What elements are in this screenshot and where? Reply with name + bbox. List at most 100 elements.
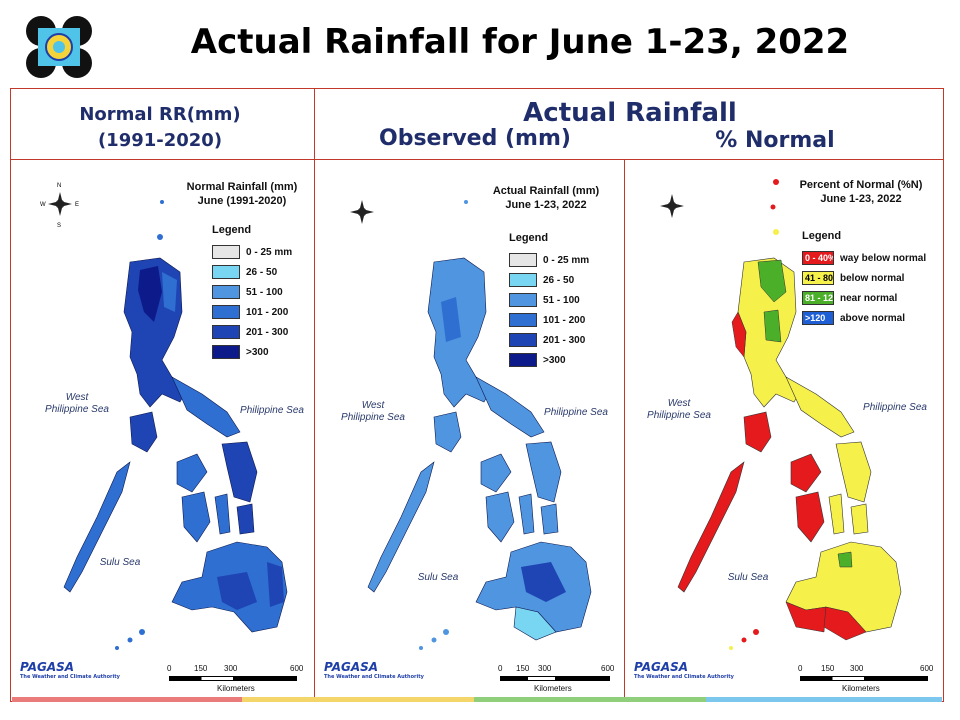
legend-swatch bbox=[212, 325, 240, 339]
legend-actual: Legend 0 - 25 mm 26 - 50 51 - 100 101 - 200… bbox=[509, 232, 589, 370]
pagasa-logo: PAGASA The Weather and Climate Authority bbox=[20, 660, 120, 680]
legend-label: 51 - 100 bbox=[543, 294, 580, 306]
legend-item: 41 - 80 below normal bbox=[802, 268, 926, 288]
legend-label: 0 - 25 mm bbox=[543, 254, 590, 266]
legend-label: near normal bbox=[840, 292, 898, 304]
map-title-line2: June 1-23, 2022 bbox=[820, 193, 902, 205]
sea-label-sulu: Sulu Sea bbox=[417, 572, 459, 583]
scale-bar-graphic bbox=[800, 676, 928, 681]
pagasa-logo: PAGASA The Weather and Climate Authority bbox=[634, 660, 734, 680]
sea-west-line2: Philippine Sea bbox=[341, 412, 405, 423]
map-title-actual: Actual Rainfall (mm) June 1-23, 2022 bbox=[476, 184, 616, 212]
legend-swatch bbox=[509, 313, 537, 327]
legend-label: 201 - 300 bbox=[543, 334, 586, 346]
legend-swatch: 0 - 40% bbox=[802, 251, 834, 265]
footer-stripe-yellow bbox=[242, 697, 474, 702]
sea-label-sulu: Sulu Sea bbox=[99, 557, 141, 568]
header-observed: Observed (mm) bbox=[379, 126, 571, 151]
legend-label: 26 - 50 bbox=[246, 266, 278, 278]
legend-title: Legend bbox=[802, 230, 842, 242]
brand-name: PAGASA bbox=[634, 660, 689, 674]
scale-bar-graphic bbox=[500, 676, 610, 681]
map-title-line2: June (1991-2020) bbox=[197, 195, 287, 207]
pagasa-logo: PAGASA The Weather and Climate Authority bbox=[324, 660, 424, 680]
map-title-line1: Percent of Normal (%N) bbox=[799, 179, 923, 191]
map-normal: N S E W bbox=[40, 183, 288, 650]
scale-tick: 0 bbox=[498, 664, 503, 673]
scale-unit: Kilometers bbox=[842, 684, 880, 693]
sea-label-west: West Philippine Sea bbox=[32, 392, 122, 416]
scale-tick: 600 bbox=[920, 664, 934, 673]
sea-west-line1: West bbox=[65, 392, 89, 403]
legend-label: 101 - 200 bbox=[543, 314, 586, 326]
compass-w: W bbox=[40, 202, 46, 208]
legend-item: 51 - 100 bbox=[212, 282, 292, 302]
slide-title: Actual Rainfall for June 1-23, 2022 bbox=[190, 22, 850, 62]
legend-swatch bbox=[212, 285, 240, 299]
dost-logo bbox=[24, 14, 94, 80]
legend-item: 201 - 300 bbox=[212, 322, 292, 342]
legend-swatch bbox=[212, 265, 240, 279]
legend-swatch bbox=[212, 245, 240, 259]
brand-tagline: The Weather and Climate Authority bbox=[324, 674, 424, 680]
legend-label: above normal bbox=[840, 312, 906, 324]
footer-stripe-red bbox=[12, 697, 242, 702]
map-percent bbox=[660, 179, 902, 650]
legend-item: 201 - 300 bbox=[509, 330, 589, 350]
legend-label: below normal bbox=[840, 272, 905, 284]
legend-swatch bbox=[212, 305, 240, 319]
scale-unit: Kilometers bbox=[534, 684, 572, 693]
sea-label-sulu: Sulu Sea bbox=[727, 572, 769, 583]
map-panel-percent: Percent of Normal (%N) June 1-23, 2022 L… bbox=[626, 162, 942, 702]
compass-icon bbox=[350, 200, 374, 224]
sea-west-line2: Philippine Sea bbox=[647, 410, 711, 421]
map-title-line1: Normal Rainfall (mm) bbox=[186, 181, 298, 193]
legend-label: 201 - 300 bbox=[246, 326, 289, 338]
sea-label-west: West Philippine Sea bbox=[328, 400, 418, 424]
sea-label-west: West Philippine Sea bbox=[634, 398, 724, 422]
scale-tick: 150 bbox=[516, 664, 530, 673]
legend-swatch bbox=[509, 353, 537, 367]
map-panel-actual: Actual Rainfall (mm) June 1-23, 2022 Leg… bbox=[316, 162, 624, 702]
legend-item: >300 bbox=[509, 350, 589, 370]
legend-swatch bbox=[509, 293, 537, 307]
map-actual bbox=[350, 200, 592, 650]
scale-tick: 150 bbox=[194, 664, 208, 673]
map-title-line1: Actual Rainfall (mm) bbox=[492, 185, 600, 197]
scale-tick: 0 bbox=[167, 664, 172, 673]
legend-item: 0 - 25 mm bbox=[509, 250, 589, 270]
header-normal-line2: (1991-2020) bbox=[97, 130, 223, 151]
brand-tagline: The Weather and Climate Authority bbox=[20, 674, 120, 680]
compass-icon bbox=[660, 194, 684, 218]
scale-tick: 300 bbox=[224, 664, 238, 673]
legend-label: 51 - 100 bbox=[246, 286, 283, 298]
map-panel-normal: N S E W Normal Rainfall (mm) June (1991-… bbox=[12, 162, 314, 702]
brand-name: PAGASA bbox=[20, 660, 75, 674]
compass-icon bbox=[48, 192, 72, 216]
sea-label-east: Philippine Sea bbox=[863, 402, 927, 413]
legend-item: 101 - 200 bbox=[212, 302, 292, 322]
legend-item: 0 - 40% way below normal bbox=[802, 248, 926, 268]
legend-label: >300 bbox=[543, 354, 566, 366]
footer-stripe-blue bbox=[706, 697, 942, 702]
scale-tick: 0 bbox=[798, 664, 803, 673]
map-title-percent: Percent of Normal (%N) June 1-23, 2022 bbox=[786, 178, 936, 206]
scale-bar-graphic bbox=[169, 676, 297, 681]
legend-item: >300 bbox=[212, 342, 292, 362]
legend-percent: Legend 0 - 40% way below normal 41 - 80 bel… bbox=[802, 230, 926, 328]
sea-label-east: Philippine Sea bbox=[544, 407, 608, 418]
map-title-normal: Normal Rainfall (mm) June (1991-2020) bbox=[172, 180, 312, 208]
legend-item: >120 above normal bbox=[802, 308, 926, 328]
sea-west-line1: West bbox=[667, 398, 691, 409]
legend-item: 51 - 100 bbox=[509, 290, 589, 310]
legend-rows: 0 - 25 mm 26 - 50 51 - 100 101 - 200 201 - 3… bbox=[212, 242, 292, 362]
legend-rows: 0 - 25 mm 26 - 50 51 - 100 101 - 200 201 - 3… bbox=[509, 250, 589, 370]
sea-west-line1: West bbox=[361, 400, 385, 411]
legend-swatch: 41 - 80 bbox=[802, 271, 834, 285]
brand-tagline: The Weather and Climate Authority bbox=[634, 674, 734, 680]
scale-tick: 600 bbox=[290, 664, 304, 673]
legend-item: 101 - 200 bbox=[509, 310, 589, 330]
sea-label-east: Philippine Sea bbox=[240, 405, 304, 416]
legend-label: 101 - 200 bbox=[246, 306, 289, 318]
legend-label: way below normal bbox=[840, 252, 927, 264]
